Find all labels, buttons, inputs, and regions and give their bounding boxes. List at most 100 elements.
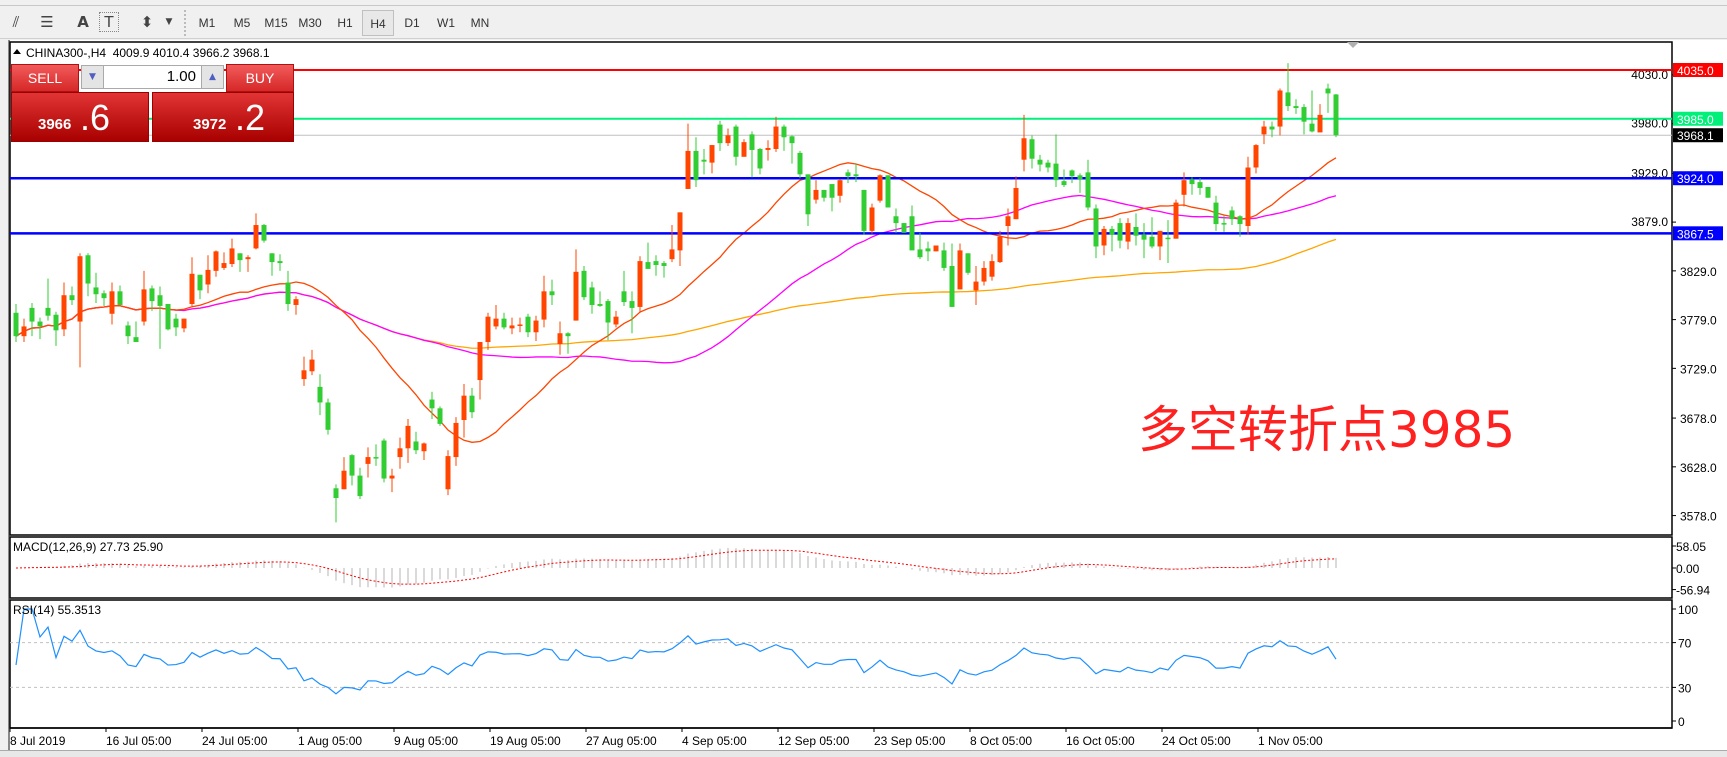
timeframe-m1[interactable]: M1 [198,16,216,30]
price-axis-label: 3779.0 [1680,314,1717,328]
collapse-triangle-icon[interactable] [13,49,21,54]
candle-body [493,318,499,327]
candle-body [373,457,379,459]
timeframe-mn[interactable]: MN [470,16,490,30]
candle-body [621,291,627,303]
candle [893,208,899,233]
candle-body [189,273,195,304]
time-axis-label: 19 Aug 05:00 [490,734,561,748]
candle-body [397,448,403,458]
candle [165,304,171,331]
chevron-down-icon[interactable]: ▼ [165,17,173,27]
buy-button[interactable]: BUY [226,64,294,92]
text-label-icon[interactable]: T [99,12,119,32]
candle-body [61,295,67,330]
candle-body [1293,106,1299,109]
lot-increase-icon[interactable]: ▲ [201,66,223,88]
candle-body [53,314,59,331]
timeframe-d1[interactable]: D1 [404,16,420,30]
candle [213,250,219,277]
candle [1053,134,1059,187]
candle-body [829,184,835,198]
candle [69,286,75,305]
lot-decrease-icon[interactable]: ▼ [82,66,104,88]
candle-body [453,422,459,458]
candle [653,255,659,276]
candle-body [997,236,1003,263]
rsi-axis-label: 70 [1678,637,1692,651]
sell-button[interactable]: SELL [11,64,79,92]
candle [1061,169,1067,187]
ma-fast-line [15,157,1337,443]
candle-body [933,245,939,252]
time-axis-label: 23 Sep 05:00 [874,734,946,748]
candle [1221,215,1227,232]
candle [549,279,555,305]
candle-body [37,321,43,327]
timeframe-m30[interactable]: M30 [298,16,322,30]
candle [717,120,723,151]
candle [261,224,267,243]
time-axis-label: 1 Aug 05:00 [298,734,362,748]
candle-body [1325,88,1331,94]
candle [277,254,283,271]
candle [1229,206,1235,226]
lot-size-input[interactable]: 1.00 [166,68,196,85]
price-line-label: 4035.0 [1677,64,1714,78]
candle-body [125,325,131,337]
candle [725,128,731,147]
candle [829,184,835,212]
timeframe-h4[interactable]: H4 [362,10,394,36]
candle [1165,220,1171,264]
candle-body [781,126,787,138]
buy-price-box[interactable]: 3972 .2 [152,92,294,142]
candle-body [1069,170,1075,177]
timeframe-m15[interactable]: M15 [264,16,288,30]
candle [341,457,347,490]
candle-body [669,249,675,260]
candle-body [1229,210,1235,220]
candle-body [485,316,491,343]
candle-body [733,126,739,157]
candle-body [1301,107,1307,122]
candle [573,249,579,321]
candle [229,238,235,267]
candle-body [549,291,555,296]
text-icon[interactable]: A [77,13,89,31]
candle-body [1157,230,1163,247]
candle-body [1309,123,1315,132]
candle [421,442,427,460]
candle [141,270,147,326]
candle-body [1125,223,1131,242]
candle-body [797,152,803,175]
arrows-icon[interactable]: ⬍ [140,13,154,31]
candle-body [685,150,691,189]
sell-price-box[interactable]: 3966 .6 [11,92,149,142]
candle-body [133,337,139,343]
candle-body [637,261,643,307]
timeframe-m5[interactable]: M5 [233,16,251,30]
fibonacci-expansion-icon[interactable]: ⫽ [12,13,20,31]
candle [645,242,651,269]
candle [965,253,971,275]
time-axis-label: 16 Oct 05:00 [1066,734,1135,748]
candle [477,342,483,400]
timeframe-w1[interactable]: W1 [437,16,455,30]
sell-price-fraction: .6 [80,97,111,138]
candle [413,431,419,455]
lot-size-field[interactable]: ▼ 1.00 ▲ [81,65,224,89]
candle [1269,121,1275,138]
fibonacci-fan-icon[interactable]: ☰ [40,13,54,31]
candle-body [837,180,843,196]
candle-body [309,359,315,372]
candle [253,213,259,250]
candle [1277,88,1283,136]
candle [1181,172,1187,207]
candle [877,174,883,203]
time-axis-label: 8 Jul 2019 [10,734,66,748]
price-axis-label: 3678.0 [1680,412,1717,426]
candle [869,203,875,234]
candle [37,317,43,340]
timeframe-h1[interactable]: H1 [337,16,353,30]
candle-body [757,148,763,169]
